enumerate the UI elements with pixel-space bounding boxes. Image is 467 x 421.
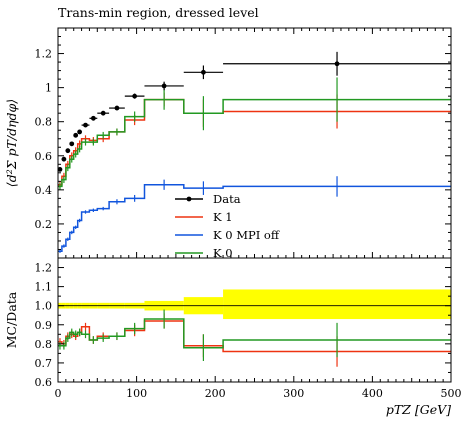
main-panel: 0.2 0.4 0.6 0.8 1 1.2 Trans-min region, dress… — [4, 5, 452, 260]
main-panel-y-axis-label: ⟨d²Σ pT/dηdφ⟩ — [4, 99, 19, 187]
legend: Data K 1 K 0 MPI off K 0 — [175, 192, 280, 260]
ratio-series-line-k-0 — [58, 318, 451, 349]
ratio-y-tick-label: 0.9 — [35, 319, 53, 332]
data-point — [100, 110, 106, 116]
main-series-line-k-1 — [58, 98, 451, 186]
legend-label: K 1 — [213, 210, 233, 224]
legend-label: K 0 — [213, 246, 233, 260]
data-uncertainty-band — [223, 289, 451, 320]
chart-title: Trans-min region, dressed level — [58, 5, 259, 20]
y-tick-label: 0.6 — [35, 150, 53, 163]
y-tick-label: 1 — [45, 82, 52, 95]
data-point — [69, 141, 75, 147]
data-point — [65, 148, 71, 154]
ratio-y-tick-label: 1.1 — [35, 281, 53, 294]
data-point — [132, 93, 138, 99]
data-point — [201, 69, 206, 75]
ratio-y-tick-label: 1.2 — [35, 262, 53, 275]
data-point — [161, 83, 167, 89]
x-tick-label: 0 — [55, 387, 62, 400]
data-point — [61, 156, 67, 162]
y-tick-label: 1.2 — [35, 48, 53, 61]
x-tick-label: 100 — [126, 387, 147, 400]
data-point — [114, 105, 120, 111]
y-tick-label: 0.8 — [35, 116, 53, 129]
y-tick-label: 0.4 — [35, 184, 53, 197]
ratio-panel-plot-content — [58, 289, 451, 367]
data-point — [334, 61, 340, 67]
x-tick-label: 300 — [283, 387, 304, 400]
x-tick-label: 400 — [362, 387, 383, 400]
main-series-line-k-0 — [58, 98, 451, 188]
data-point — [73, 132, 79, 138]
legend-label: Data — [213, 192, 241, 206]
ratio-panel-y-axis-label: MC/Data — [4, 291, 19, 348]
ratio-panel-frame — [57, 257, 452, 383]
data-point — [83, 122, 88, 128]
x-tick-label: 200 — [205, 387, 226, 400]
x-axis-ticks: 0 100 200 300 400 500 — [55, 28, 462, 400]
data-point — [77, 129, 83, 135]
legend-marker — [186, 196, 192, 202]
ratio-y-tick-label: 1.0 — [35, 300, 53, 313]
ratio-panel-y-ticks: 0.6 0.7 0.8 0.9 1.0 1.1 1.2 — [35, 262, 451, 389]
main-panel-plot-content — [57, 51, 451, 253]
ratio-y-tick-label: 0.6 — [35, 376, 53, 389]
ratio-panel: 0.6 0.7 0.8 0.9 1.0 1.1 1.2 0 100 200 300 400 500 M… — [4, 28, 462, 417]
x-tick-label: 500 — [441, 387, 462, 400]
ratio-series-line-k-1 — [58, 320, 451, 353]
x-axis-label: pTZ [GeV] — [386, 402, 451, 417]
legend-label: K 0 MPI off — [213, 228, 280, 242]
data-point — [57, 167, 63, 172]
y-tick-label: 0.2 — [35, 218, 53, 231]
data-point — [90, 115, 96, 121]
ratio-y-tick-label: 0.8 — [35, 338, 53, 351]
main-panel-y-ticks: 0.2 0.4 0.6 0.8 1 1.2 — [35, 36, 451, 250]
main-panel-frame — [57, 27, 452, 259]
ratio-y-tick-label: 0.7 — [35, 357, 53, 370]
